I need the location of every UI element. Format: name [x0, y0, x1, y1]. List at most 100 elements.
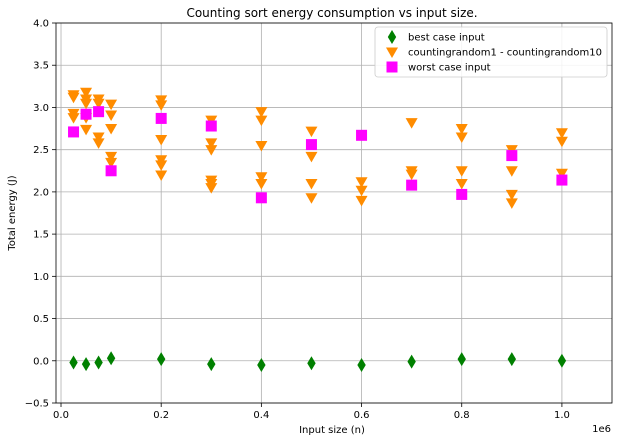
x-tick-label: 0.6	[354, 410, 370, 421]
data-point	[255, 178, 268, 190]
data-point	[457, 352, 466, 367]
x-tick-label: 0.0	[53, 410, 69, 421]
plot-background	[56, 23, 612, 403]
data-point	[105, 99, 118, 111]
data-point	[357, 358, 366, 372]
data-point	[356, 129, 368, 141]
data-point	[80, 87, 93, 99]
data-point	[406, 179, 418, 191]
data-point	[307, 356, 316, 371]
data-point	[255, 140, 268, 152]
data-point	[106, 351, 116, 366]
data-point	[355, 195, 368, 207]
legend-marker	[386, 47, 398, 58]
y-tick-label: 0.5	[33, 314, 49, 325]
series-3	[68, 106, 568, 204]
data-point	[105, 157, 118, 169]
y-tick-label: 2.5	[33, 145, 49, 156]
data-point	[155, 100, 168, 111]
data-point	[455, 124, 468, 135]
y-tick-label: 1.0	[33, 272, 49, 283]
y-tick-label: 1.5	[33, 230, 49, 241]
x-axis-offset-text: 1e6	[592, 424, 611, 435]
data-point	[456, 188, 468, 200]
data-point	[505, 189, 518, 201]
data-point	[205, 183, 218, 194]
data-point	[69, 355, 78, 370]
y-tick-label: 4.0	[33, 19, 49, 30]
data-point	[507, 352, 517, 367]
data-point	[205, 120, 217, 132]
data-point	[92, 138, 105, 149]
data-point	[155, 135, 168, 146]
data-point	[257, 358, 266, 372]
legend-label: best case input	[408, 33, 485, 44]
data-point	[305, 193, 318, 204]
grid-lines	[56, 22, 612, 404]
data-point	[355, 177, 368, 188]
data-point	[67, 92, 80, 104]
data-point	[305, 139, 317, 151]
data-point	[555, 168, 568, 180]
data-point	[305, 178, 318, 190]
data-point	[80, 108, 92, 120]
data-point	[205, 138, 218, 149]
data-point	[506, 150, 518, 162]
data-point	[305, 126, 318, 138]
y-axis-label: Total energy (J)	[7, 175, 18, 251]
data-point	[555, 128, 568, 139]
legend-label: countingrandom1 - countingrandom10	[408, 48, 602, 59]
x-tick-label: 0.4	[253, 410, 269, 421]
y-axis: −0.5 0.0 0.5 1.0 1.5 2.0 2.5 3.0 3.5 4.0	[25, 19, 56, 410]
legend-items: best case input countingrandom1 - countin…	[386, 30, 602, 74]
data-point	[405, 169, 418, 181]
data-point	[555, 136, 568, 148]
data-point	[105, 110, 118, 122]
x-axis-label: Input size (n)	[299, 425, 365, 436]
y-tick-label: 0.0	[33, 356, 49, 367]
legend-marker	[386, 61, 398, 73]
data-point	[155, 160, 168, 171]
data-point	[80, 124, 93, 136]
data-point	[505, 166, 518, 177]
x-axis: 0.0 0.2 0.4 0.6 0.8 1.0	[53, 403, 570, 421]
legend: best case input countingrandom1 - countin…	[374, 26, 608, 78]
data-point	[80, 98, 93, 110]
data-point	[105, 151, 118, 163]
x-tick-label: 0.8	[454, 410, 470, 421]
data-point	[92, 132, 105, 143]
y-tick-label: 3.0	[33, 103, 49, 114]
data-point	[505, 198, 518, 209]
plot-frame	[55, 22, 613, 404]
data-point	[407, 354, 416, 369]
data-point	[455, 132, 468, 143]
data-point	[455, 166, 468, 177]
data-point	[355, 185, 368, 197]
data-point	[255, 192, 267, 204]
data-point	[405, 118, 418, 129]
chart-title: Counting sort energy consumption vs inpu…	[186, 6, 477, 20]
data-point	[94, 355, 103, 370]
data-point	[67, 113, 80, 124]
y-tick-label: −0.5	[25, 399, 49, 410]
data-point	[105, 165, 117, 177]
data-point	[205, 145, 218, 156]
series-2	[67, 87, 568, 209]
data-point	[68, 126, 80, 138]
data-point	[557, 353, 567, 368]
data-point	[92, 98, 105, 110]
legend-marker	[387, 30, 397, 44]
x-tick-label: 1.0	[554, 410, 570, 421]
data-point	[155, 170, 168, 181]
data-point	[156, 352, 166, 367]
data-point	[255, 172, 268, 183]
data-point	[255, 115, 268, 127]
data-point	[207, 357, 216, 372]
x-tick-label: 0.2	[153, 410, 169, 421]
y-tick-label: 2.0	[33, 187, 49, 198]
plot-area	[55, 22, 613, 404]
y-tick-label: 3.5	[33, 61, 49, 72]
data-point	[93, 106, 105, 118]
series-1	[69, 351, 567, 372]
legend-label: worst case input	[408, 63, 491, 74]
